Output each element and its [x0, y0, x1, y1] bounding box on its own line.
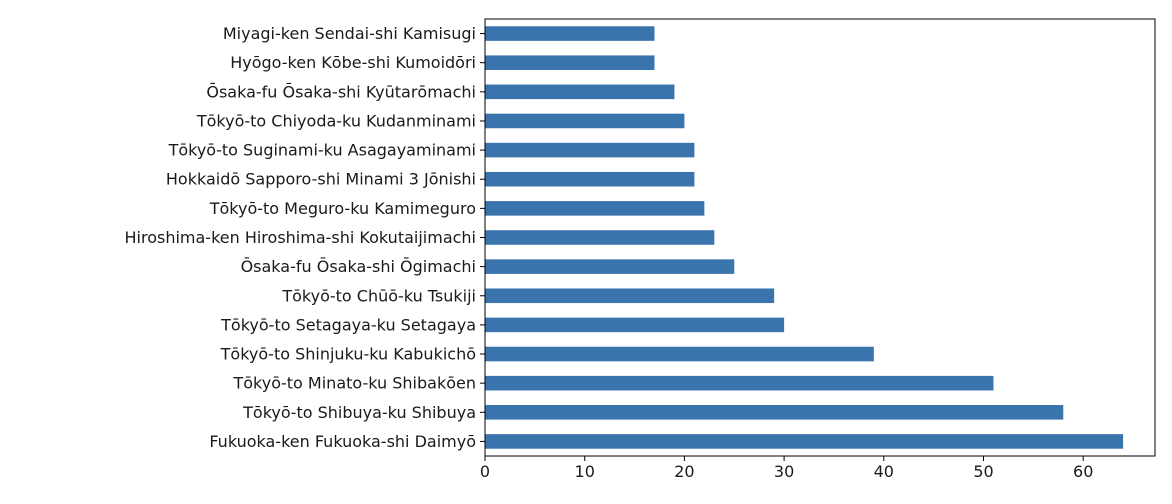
y-tick-label-13: Tōkyō-to Shibuya-ku Shibuya: [242, 403, 476, 422]
y-tick-label-7: Hiroshima-ken Hiroshima-shi Kokutaijimac…: [124, 228, 476, 247]
bar-1: [485, 55, 655, 70]
x-tick-label-1: 10: [575, 462, 595, 481]
y-tick-label-1: Hyōgo-ken Kōbe-shi Kumoidōri: [230, 53, 476, 72]
bar-11: [485, 346, 874, 362]
y-tick-label-5: Hokkaidō Sapporo-shi Minami 3 Jōnishi: [166, 170, 476, 189]
bar-2: [485, 84, 675, 100]
x-tick-label-2: 20: [674, 462, 694, 481]
bar-6: [485, 201, 705, 216]
bar-8: [485, 259, 735, 274]
y-tick-label-14: Fukuoka-ken Fukuoka-shi Daimyō: [209, 432, 476, 451]
x-tick-label-3: 30: [774, 462, 794, 481]
bar-0: [485, 26, 655, 41]
y-tick-label-2: Ōsaka-fu Ōsaka-shi Kyūtarōmachi: [206, 82, 476, 101]
y-tick-label-10: Tōkyō-to Setagaya-ku Setagaya: [220, 315, 476, 334]
bar-3: [485, 113, 685, 129]
x-tick-label-5: 50: [973, 462, 993, 481]
bar-14: [485, 434, 1124, 449]
y-tick-label-8: Ōsaka-fu Ōsaka-shi Ōgimachi: [241, 257, 476, 276]
y-tick-label-9: Tōkyō-to Chūō-ku Tsukiji: [281, 286, 476, 305]
y-tick-label-11: Tōkyō-to Shinjuku-ku Kabukichō: [220, 345, 476, 364]
x-axis-ticks: 0 10 20 30 40 50 60: [480, 456, 1093, 481]
y-tick-label-6: Tōkyō-to Meguro-ku Kamimeguro: [209, 199, 476, 218]
bar-13: [485, 405, 1064, 420]
bar-12: [485, 375, 994, 391]
y-tick-label-12: Tōkyō-to Minato-ku Shibakōen: [232, 374, 476, 393]
plot-frame: [484, 18, 1156, 457]
y-tick-label-4: Tōkyō-to Suginami-ku Asagayaminami: [168, 141, 476, 160]
x-tick-label-0: 0: [480, 462, 490, 481]
y-tick-label-0: Miyagi-ken Sendai-shi Kamisugi: [223, 24, 476, 43]
y-axis-ticks: Miyagi-ken Sendai-shi Kamisugi Hyōgo-ken …: [124, 24, 485, 451]
bar-9: [485, 288, 775, 304]
bar-10: [485, 317, 785, 333]
bar-4: [485, 142, 695, 158]
x-tick-label-4: 40: [874, 462, 894, 481]
bar-5: [485, 171, 695, 187]
bar-7: [485, 230, 715, 245]
y-tick-label-3: Tōkyō-to Chiyoda-ku Kudanminami: [196, 111, 476, 130]
bars-layer: [485, 26, 1124, 449]
x-tick-label-6: 60: [1073, 462, 1093, 481]
